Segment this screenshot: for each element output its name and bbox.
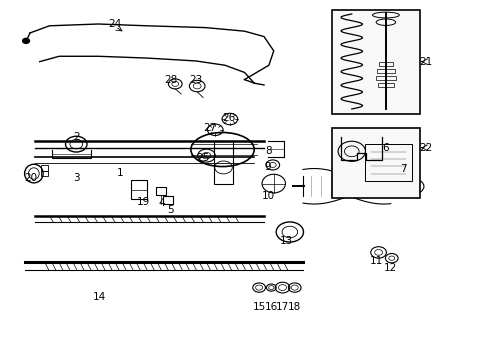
Bar [41,165,47,171]
Text: 23: 23 [189,75,202,85]
Circle shape [22,39,29,43]
Bar [41,171,47,176]
Text: 25: 25 [196,153,209,163]
Bar [376,69,394,73]
Text: 16: 16 [264,302,277,312]
Text: 7: 7 [399,164,406,174]
Text: 22: 22 [418,143,431,153]
Text: 17: 17 [275,302,288,312]
Bar [131,180,147,199]
Bar [375,76,395,80]
Text: 28: 28 [164,75,178,85]
Bar [377,83,393,87]
Text: 1: 1 [117,168,123,178]
Text: 19: 19 [136,197,149,207]
Text: 12: 12 [384,263,397,273]
Text: 4: 4 [158,198,164,208]
Bar [331,10,419,114]
Bar [331,128,419,198]
Text: 9: 9 [264,162,271,172]
Bar [214,140,232,184]
Text: 2: 2 [73,132,80,142]
Text: 8: 8 [265,146,272,156]
Bar [378,62,392,66]
Text: 14: 14 [92,292,105,302]
Text: 21: 21 [418,57,431,67]
Text: 5: 5 [167,206,173,216]
Text: 18: 18 [287,302,301,312]
Text: 15: 15 [252,302,265,312]
Bar [365,144,411,181]
Text: 13: 13 [279,236,292,246]
Text: 11: 11 [369,256,382,266]
Text: 10: 10 [261,191,274,201]
Bar [156,187,166,195]
Text: 24: 24 [108,19,122,29]
Text: 20: 20 [24,173,38,183]
Bar [162,196,173,204]
Text: 3: 3 [73,173,80,183]
Text: 26: 26 [222,113,235,123]
Text: 27: 27 [203,123,217,133]
Text: 6: 6 [382,143,388,153]
